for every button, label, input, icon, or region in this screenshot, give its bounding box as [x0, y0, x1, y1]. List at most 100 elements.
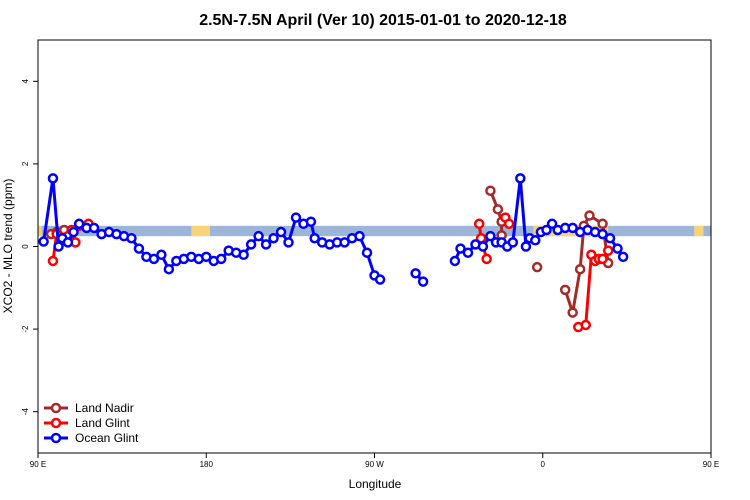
y-tick-label: -4 [21, 408, 30, 416]
y-tick-label: -2 [21, 325, 30, 333]
land-nadir-line [741, 224, 750, 234]
ocean-glint-point [410, 268, 421, 279]
land-nadir-point [531, 261, 543, 273]
series-layer [38, 173, 750, 333]
legend-label: Ocean Glint [75, 431, 139, 445]
land-nadir-point [584, 210, 595, 221]
land-nadir-point [492, 204, 504, 215]
land-band [38, 225, 42, 237]
ocean-glint-point [597, 228, 608, 240]
legend-item-land-glint: Land Glint [44, 416, 130, 430]
land-glint-point [741, 230, 749, 238]
land-glint-point [746, 228, 750, 236]
y-axis: -4 -2 0 2 4 [21, 79, 38, 416]
plot-background [38, 40, 711, 453]
land-glint-point [47, 255, 59, 267]
ocean-glint-point [62, 237, 74, 248]
land-glint-point [597, 253, 608, 265]
ocean-glint-point [148, 253, 160, 265]
land-nadir-point [597, 218, 608, 230]
y-axis-label: XCO2 - MLO trend (ppm) [1, 179, 15, 314]
ocean-glint-point [156, 249, 167, 261]
land-band [694, 225, 704, 237]
ocean-glint-point [126, 232, 137, 244]
land-nadir-point [567, 307, 578, 318]
ocean-glint-point [339, 237, 350, 248]
land-glint-point [473, 218, 485, 230]
ocean-glint-point [515, 173, 526, 184]
ocean-glint-point [309, 232, 320, 244]
chart-title: 2.5N-7.5N April (Ver 10) 2015-01-01 to 2… [199, 12, 567, 29]
series-ocean-glint [38, 173, 629, 287]
land-nadir-point [574, 263, 586, 275]
land-nadir-point [737, 228, 745, 236]
land-glint-point [580, 319, 591, 331]
land-glint-point [481, 253, 492, 265]
land-glint-point [735, 257, 743, 265]
x-axis-label: Longitude [349, 477, 402, 491]
y-tick-label: 2 [21, 161, 30, 166]
ocean-band [38, 225, 711, 237]
land-glint-point [602, 245, 614, 256]
ocean-glint-point [260, 239, 272, 250]
ocean-glint-point [507, 237, 519, 248]
legend-item-land-nadir: Land Nadir [44, 401, 134, 415]
ocean-glint-point [245, 239, 257, 250]
ocean-glint-point [354, 230, 365, 242]
land-glint-point [503, 218, 515, 230]
ocean-glint-point [462, 247, 474, 258]
ocean-glint-point [238, 249, 249, 261]
ocean-glint-point [541, 224, 552, 236]
ocean-glint-point [53, 241, 64, 252]
ocean-glint-point [275, 226, 287, 238]
legend-label: Land Glint [75, 416, 130, 430]
land-glint-line [739, 234, 745, 261]
ocean-glint-point [617, 251, 629, 263]
ocean-glint-point [215, 253, 227, 265]
ocean-glint-point [567, 222, 578, 234]
ocean-glint-point [38, 236, 49, 247]
ocean-glint-point [604, 232, 616, 244]
legend-marker [50, 402, 62, 414]
x-tick-label: 90 E [30, 460, 46, 469]
ocean-glint-point [73, 218, 85, 230]
ocean-glint-point [268, 232, 279, 244]
ocean-glint-point [163, 263, 175, 275]
land-nadir-point [559, 284, 571, 296]
legend-marker [50, 417, 62, 429]
ocean-glint-point [520, 241, 532, 252]
y-tick-label: 0 [21, 244, 30, 249]
ocean-glint-point [612, 243, 623, 254]
legend-marker [50, 432, 62, 444]
ocean-glint-point [88, 222, 100, 234]
x-tick-label: 180 [200, 460, 214, 469]
ocean-glint-point [253, 230, 264, 242]
ocean-glint-point [546, 218, 558, 230]
ocean-glint-point [417, 276, 429, 287]
land-nadir-line [489, 190, 504, 236]
ocean-glint-point [485, 230, 496, 242]
ocean-glint-point [361, 247, 373, 258]
ocean-glint-point [201, 251, 212, 263]
ocean-glint-point [68, 226, 79, 238]
ocean-glint-point [290, 212, 302, 223]
ocean-glint-point [374, 274, 386, 285]
y-tick-label: 4 [21, 79, 30, 84]
ocean-glint-point [530, 235, 541, 246]
land-nadir-point [485, 185, 496, 196]
x-tick-label: 0 [541, 460, 546, 469]
plot-area [37, 39, 750, 454]
ocean-glint-point [449, 255, 461, 267]
ocean-glint-point [455, 243, 466, 254]
ocean-glint-point [283, 237, 294, 248]
legend-label: Land Nadir [75, 401, 134, 415]
land-band [191, 225, 210, 237]
ocean-glint-point [47, 173, 59, 184]
ocean-glint-point [133, 243, 145, 254]
legend-item-ocean-glint: Ocean Glint [44, 431, 139, 445]
x-tick-label: 90 W [365, 460, 384, 469]
x-axis: 90 E 180 90 W 0 90 E [30, 453, 719, 469]
ocean-glint-point [305, 216, 317, 227]
